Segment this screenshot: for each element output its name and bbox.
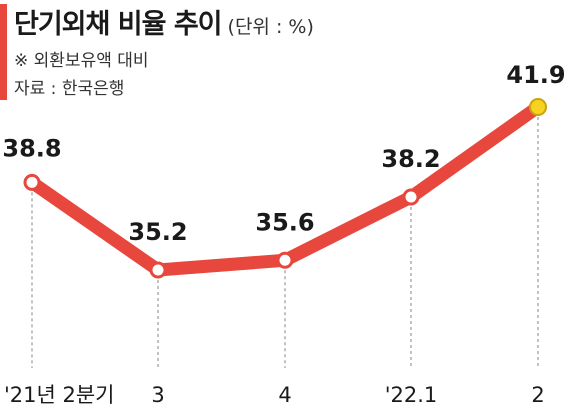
source-label: 자료 : 한국은행: [14, 79, 125, 99]
accent-bar: [0, 4, 7, 100]
x-tick-label-2: 4: [278, 383, 291, 407]
value-label-2: 35.6: [255, 208, 314, 236]
unit-label: (단위 : %): [227, 16, 314, 38]
title-text: 단기외채 비율 추이: [14, 9, 223, 40]
data-point-2: [276, 251, 294, 269]
x-tick-label-1: 3: [151, 383, 164, 407]
data-point-1: [149, 261, 167, 279]
note-label: ※ 외환보유액 대비: [14, 51, 149, 71]
data-point-4: [529, 98, 547, 116]
data-point-3: [402, 188, 420, 206]
series-line: [25, 100, 545, 277]
value-label-1: 35.2: [128, 218, 187, 246]
x-tick-label-3: '22.1: [385, 383, 438, 407]
data-point-0: [23, 173, 41, 191]
value-label-4: 41.9: [506, 61, 565, 89]
x-tick-label-0: '21년 2분기: [4, 383, 115, 407]
value-label-0: 38.8: [2, 134, 61, 162]
chart-title: 단기외채 비율 추이 (단위 : %): [14, 2, 314, 41]
value-label-3: 38.2: [381, 145, 440, 173]
x-tick-label-4: 2: [531, 383, 544, 407]
